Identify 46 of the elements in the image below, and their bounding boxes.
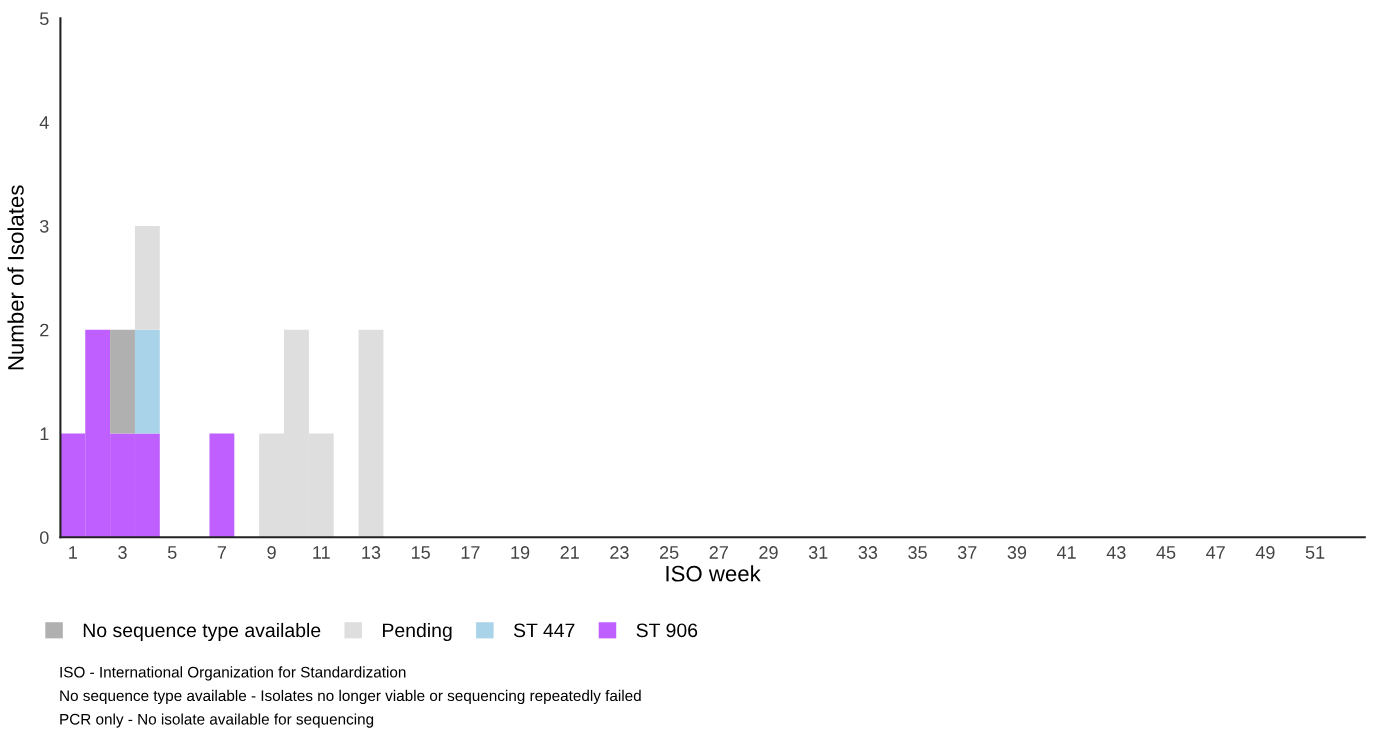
y-tick-label: 4: [39, 116, 49, 129]
x-tick-label: 21: [560, 546, 579, 559]
bar: [209, 433, 235, 538]
x-tick-label: 37: [957, 546, 977, 559]
bar: [358, 329, 384, 538]
x-tick-label: 1: [69, 546, 77, 559]
x-tick-label: 35: [908, 546, 927, 559]
x-tick-label: 13: [362, 546, 381, 559]
text: ISO - International Organization for Standardization: [60, 666, 406, 681]
x-tick-label: 23: [610, 546, 629, 559]
x-tick-label: 45: [1156, 546, 1176, 559]
x-tick-label: 43: [1106, 546, 1126, 559]
x-tick-label: 33: [858, 546, 878, 559]
x-tick-label: 25: [659, 546, 679, 559]
x-tick-label: 19: [511, 546, 530, 559]
x-tick-label: 7: [217, 546, 227, 559]
bar: [134, 329, 160, 434]
y-tick-label: 3: [39, 219, 49, 233]
x-tick-label: 31: [808, 546, 828, 559]
x-tick-label: 11: [313, 546, 330, 559]
x-tick-label: 17: [461, 546, 480, 559]
x-axis-title: ISO week: [666, 565, 761, 582]
legend-label: ST 906: [636, 623, 698, 638]
x-tick-label: 49: [1255, 546, 1275, 559]
y-tick-label: 2: [40, 323, 49, 337]
x-tick-label: 29: [759, 546, 778, 559]
y-tick-label: 5: [39, 12, 49, 26]
x-tick-label: 41: [1057, 546, 1076, 559]
legend-label: ST 447: [513, 623, 575, 638]
text: No sequence type available - Isolates no longer viable or sequencing repeatedly failed: [60, 689, 641, 705]
y-tick-label: 1: [40, 427, 49, 441]
bar: [110, 329, 135, 434]
y-axis-title: Number of Isolates: [7, 185, 24, 370]
x-tick-label: 47: [1206, 546, 1225, 559]
x-tick-label: 51: [1305, 546, 1325, 559]
y-tick-label: 0: [39, 531, 49, 544]
x-tick-label: 39: [1007, 546, 1027, 559]
bar: [134, 225, 160, 330]
x-tick-label: 5: [167, 546, 177, 559]
legend-label: Pending: [383, 622, 452, 642]
x-tick-label: 9: [267, 546, 276, 559]
legend-label: No sequence type available: [83, 622, 321, 642]
text: PCR only - No isolate available for sequencing: [60, 713, 374, 728]
x-tick-label: 3: [118, 546, 127, 559]
x-tick-label: 15: [412, 546, 430, 559]
x-tick-label: 27: [709, 546, 728, 559]
